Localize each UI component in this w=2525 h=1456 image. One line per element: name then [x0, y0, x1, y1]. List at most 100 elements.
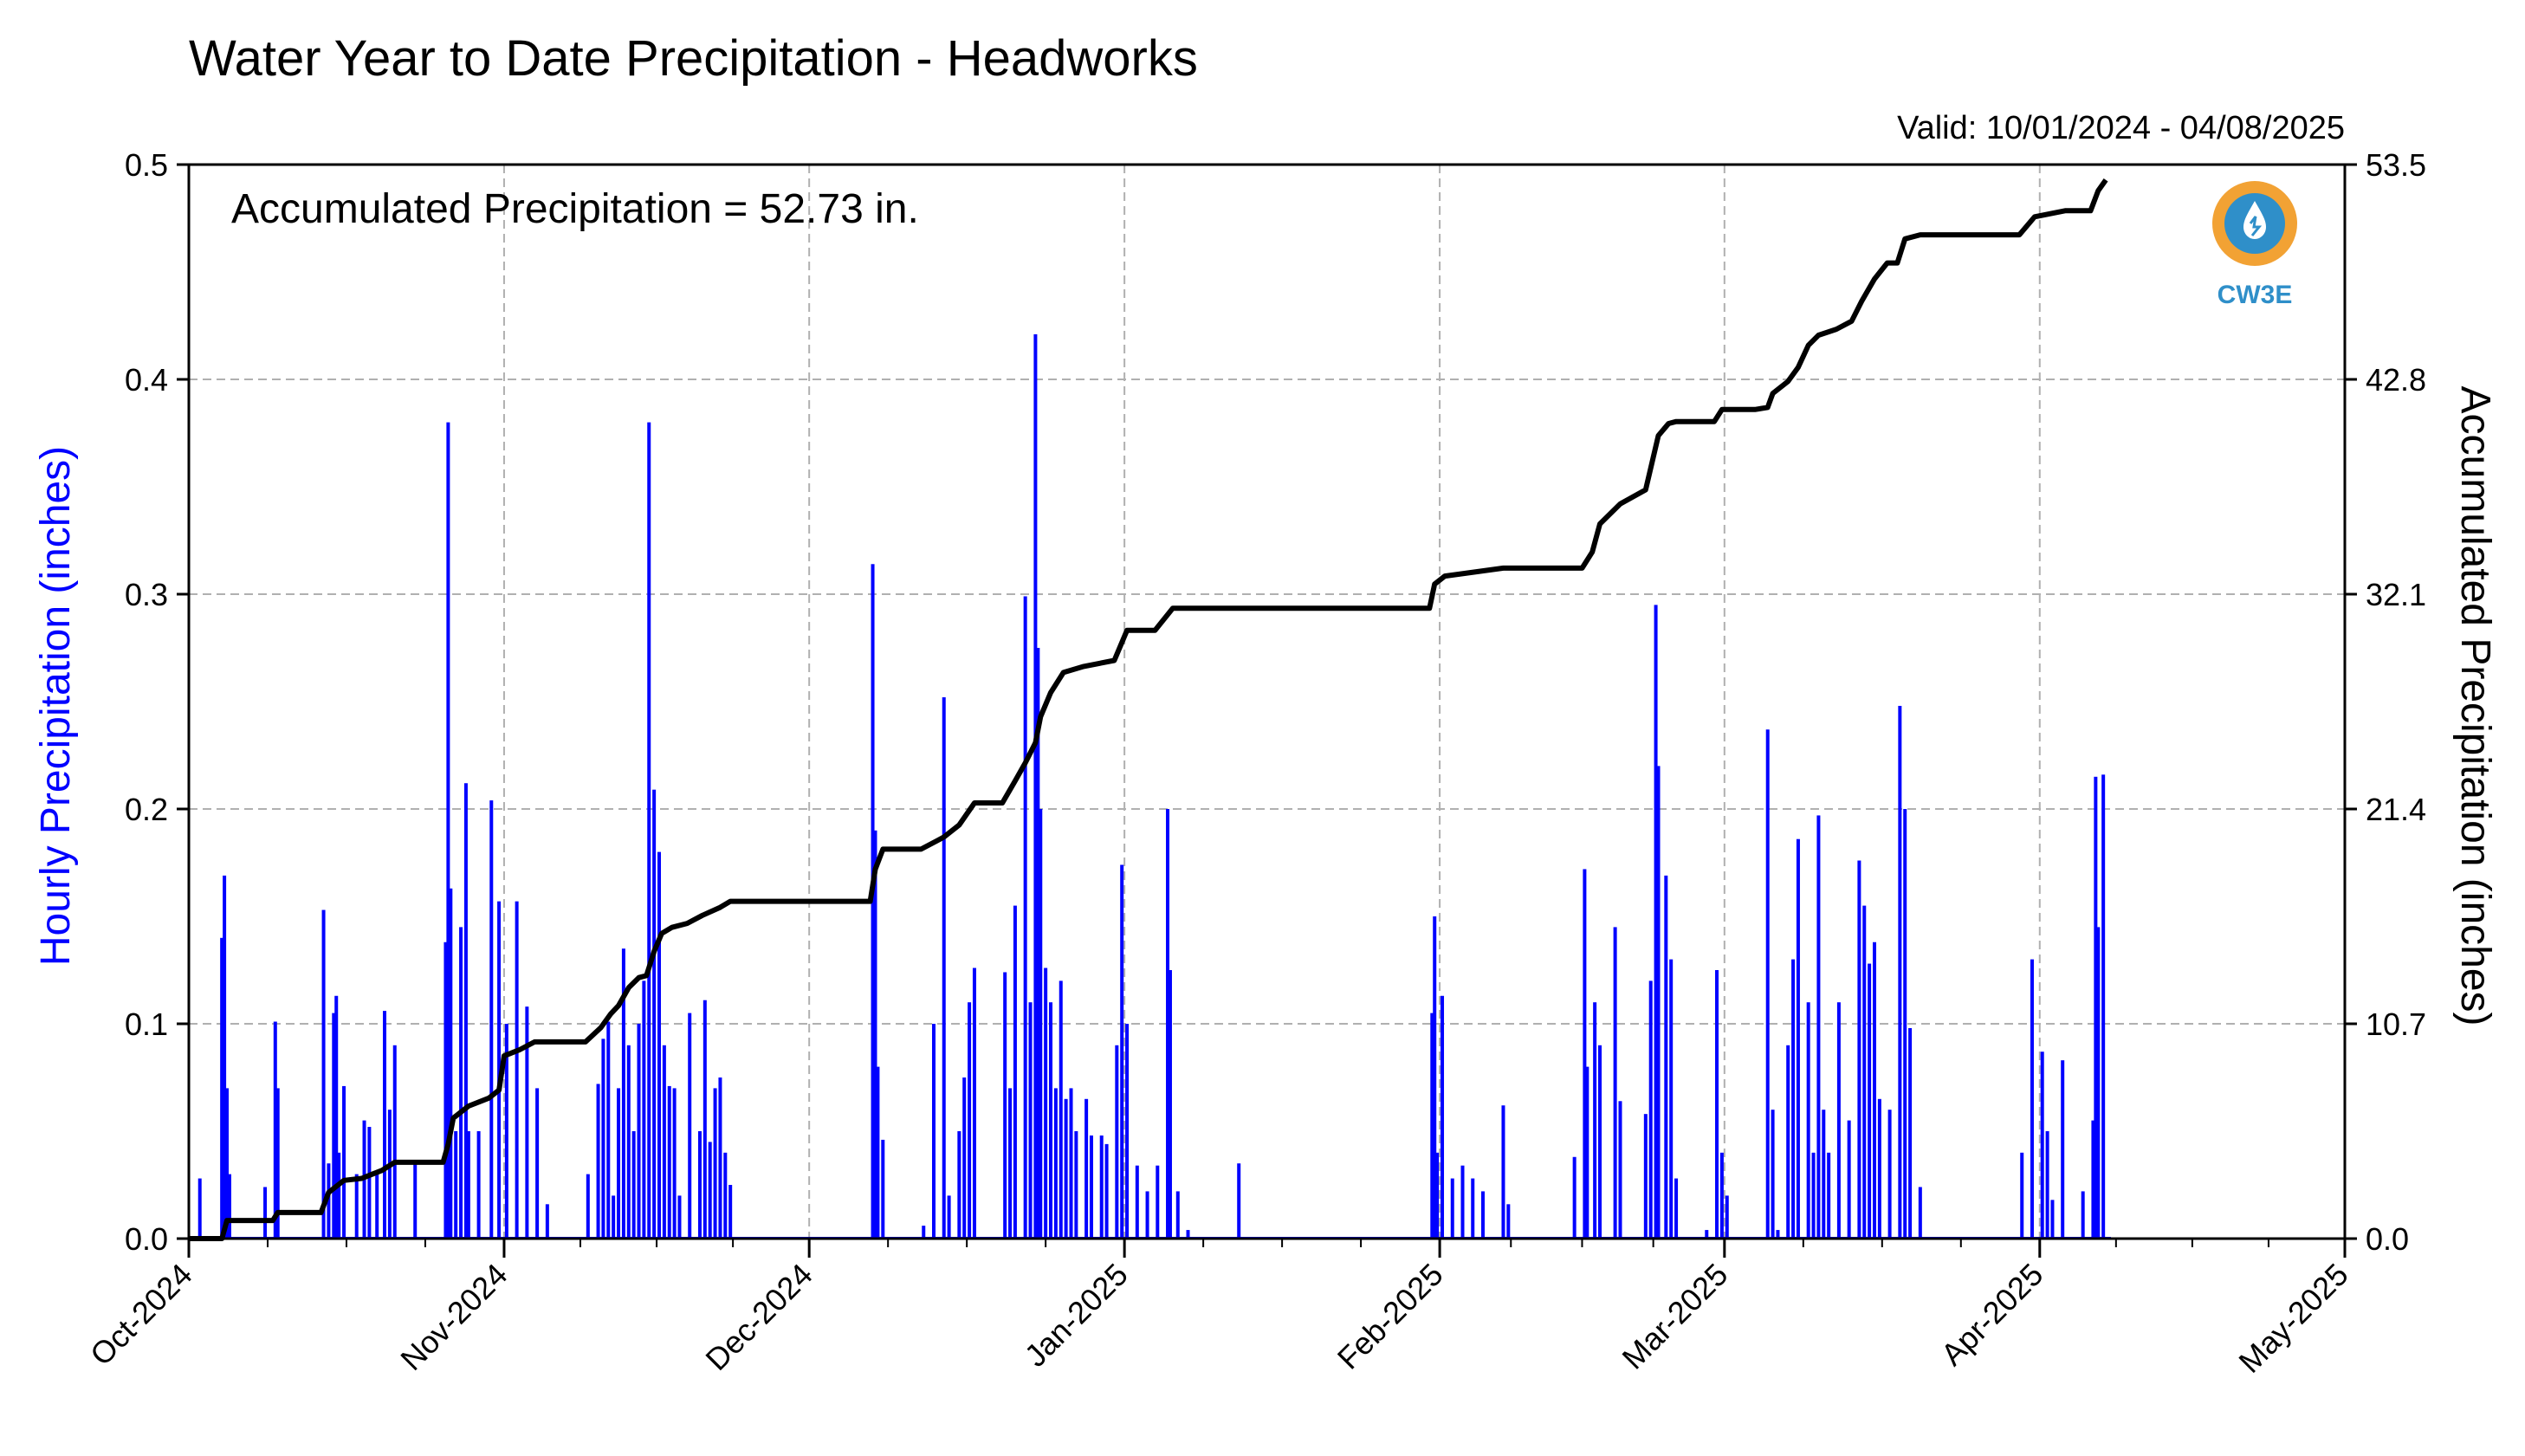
hourly-precip-bar — [1786, 1045, 1790, 1239]
hourly-precip-bar — [667, 1085, 671, 1239]
y-tick-label-right: 53.5 — [2366, 147, 2426, 183]
hourly-precip-bar — [504, 1024, 508, 1239]
hourly-precip-bar — [1765, 729, 1770, 1239]
hourly-precip-bar — [1023, 596, 1027, 1239]
hourly-precip-bar — [1099, 1135, 1104, 1239]
hourly-precip-bar — [1674, 1178, 1679, 1239]
hourly-precip-bar — [342, 1085, 346, 1239]
hourly-precip-bar — [1175, 1191, 1180, 1239]
hourly-precip-bar — [1074, 1131, 1078, 1239]
hourly-precip-bar — [626, 1045, 631, 1239]
hourly-precip-bar — [375, 1174, 379, 1239]
hourly-precip-bar — [2040, 1052, 2044, 1239]
hourly-precip-bar — [637, 1024, 641, 1239]
hourly-precip-bar — [1598, 1045, 1602, 1239]
hourly-precip-bar — [1013, 905, 1017, 1239]
hourly-precip-bar — [873, 830, 877, 1239]
hourly-precip-bar — [1583, 869, 1587, 1239]
y-tick-label-left: 0.1 — [125, 1006, 168, 1042]
hourly-precip-bar — [1115, 1045, 1119, 1239]
hourly-precip-bar — [1715, 970, 1719, 1239]
y-axis-label-right: Accumulated Precipitation (inches) — [2452, 385, 2498, 1026]
hourly-precip-bar — [1033, 333, 1038, 1239]
accumulated-total-annotation: Accumulated Precipitation = 52.73 in. — [231, 186, 919, 232]
hourly-precip-bar — [677, 1195, 682, 1239]
y-tick-label-left: 0.5 — [125, 147, 168, 183]
y-tick-label-left: 0.2 — [125, 792, 168, 827]
hourly-precip-bar — [1120, 864, 1124, 1239]
hourly-precip-bar — [497, 901, 502, 1239]
accumulated-precipitation-line — [189, 178, 2108, 1241]
hourly-precip-bar — [1501, 1105, 1505, 1239]
hourly-precip-bar — [1857, 860, 1861, 1239]
hourly-precip-bar — [1868, 963, 1872, 1239]
hourly-precip-bar — [1908, 1027, 1913, 1239]
hourly-precip-bar — [1816, 815, 1821, 1239]
hourly-precip-bar — [2061, 1060, 2065, 1239]
hourly-precip-bar — [1186, 1230, 1190, 1239]
hourly-precip-bar — [1003, 972, 1007, 1239]
hourly-precip-bar — [657, 851, 662, 1239]
hourly-precip-bar — [942, 697, 946, 1239]
hourly-precip-bar — [728, 1185, 733, 1239]
hourly-precip-bar — [1836, 1002, 1841, 1239]
hourly-precip-bar — [1430, 1013, 1434, 1239]
hourly-precip-bar — [1053, 1088, 1058, 1239]
hourly-precip-bar — [1669, 959, 1674, 1239]
hourly-precip-bar — [367, 1127, 372, 1239]
hourly-precip-bar — [443, 942, 448, 1239]
hourly-precip-bar — [1044, 967, 1048, 1239]
hourly-precip-bar — [2101, 774, 2106, 1239]
logo-bolt-icon — [2249, 216, 2263, 236]
hourly-precip-bar — [708, 1142, 712, 1239]
hourly-precip-bar — [2081, 1191, 2085, 1239]
hourly-precip-bar — [354, 1174, 359, 1239]
hourly-precip-bar — [1613, 927, 1617, 1239]
hourly-precip-bar — [631, 1131, 636, 1239]
y-axis-label-left: Hourly Precipitation (inches) — [33, 446, 79, 966]
hourly-precip-bar — [321, 909, 326, 1239]
hourly-precip-bar — [197, 1178, 202, 1239]
y-tick-label-right: 42.8 — [2366, 362, 2426, 398]
hourly-precip-bar — [1572, 1156, 1577, 1239]
hourly-precip-bar — [1822, 1110, 1826, 1239]
hourly-precip-bar — [688, 1013, 692, 1239]
logo-text: CW3E — [2217, 281, 2293, 309]
hourly-precip-bar — [723, 1152, 728, 1239]
hourly-precip-bar — [612, 1195, 616, 1239]
hourly-precip-bar — [642, 980, 646, 1239]
hourly-precip-bar — [702, 1000, 707, 1239]
y-tick-label-left: 0.0 — [125, 1221, 168, 1257]
hourly-precip-bar — [220, 937, 224, 1239]
hourly-precip-bar — [1008, 1088, 1013, 1239]
hourly-precip-bar — [392, 1045, 397, 1239]
hourly-precip-bar — [2030, 959, 2034, 1239]
hourly-precip-bar — [545, 1204, 549, 1239]
hourly-precip-bar — [1059, 980, 1063, 1239]
hourly-precip-bar — [1069, 1088, 1073, 1239]
hourly-precip-bar — [1796, 838, 1800, 1239]
hourly-precip-bar — [1585, 1066, 1589, 1239]
hourly-precip-bar — [387, 1110, 392, 1239]
hourly-precip-bar — [1725, 1195, 1729, 1239]
hourly-precip-bar — [1877, 1098, 1881, 1239]
hourly-precip-bar — [1135, 1165, 1139, 1239]
hourly-precip-bar — [446, 422, 450, 1239]
hourly-precip-bar — [876, 1066, 880, 1239]
hourly-precip-bar — [1089, 1135, 1093, 1239]
hourly-precip-bar — [652, 789, 657, 1239]
hourly-precip-bar — [1705, 1230, 1709, 1239]
y-tick-label-right: 10.7 — [2366, 1006, 2426, 1042]
hourly-precip-bar — [2096, 927, 2101, 1239]
hourly-precip-bar — [957, 1131, 961, 1239]
hourly-precip-bar — [263, 1187, 268, 1239]
y-tick-label-left: 0.3 — [125, 577, 168, 612]
hourly-precip-bar — [327, 1163, 331, 1239]
hourly-precip-bar — [586, 1174, 590, 1239]
hourly-precip-bar — [332, 1013, 336, 1239]
hourly-precip-bar — [596, 1084, 600, 1239]
hourly-precip-bar — [713, 1088, 717, 1239]
hourly-precip-bar — [1039, 809, 1043, 1239]
hourly-precip-bar — [968, 1002, 972, 1239]
